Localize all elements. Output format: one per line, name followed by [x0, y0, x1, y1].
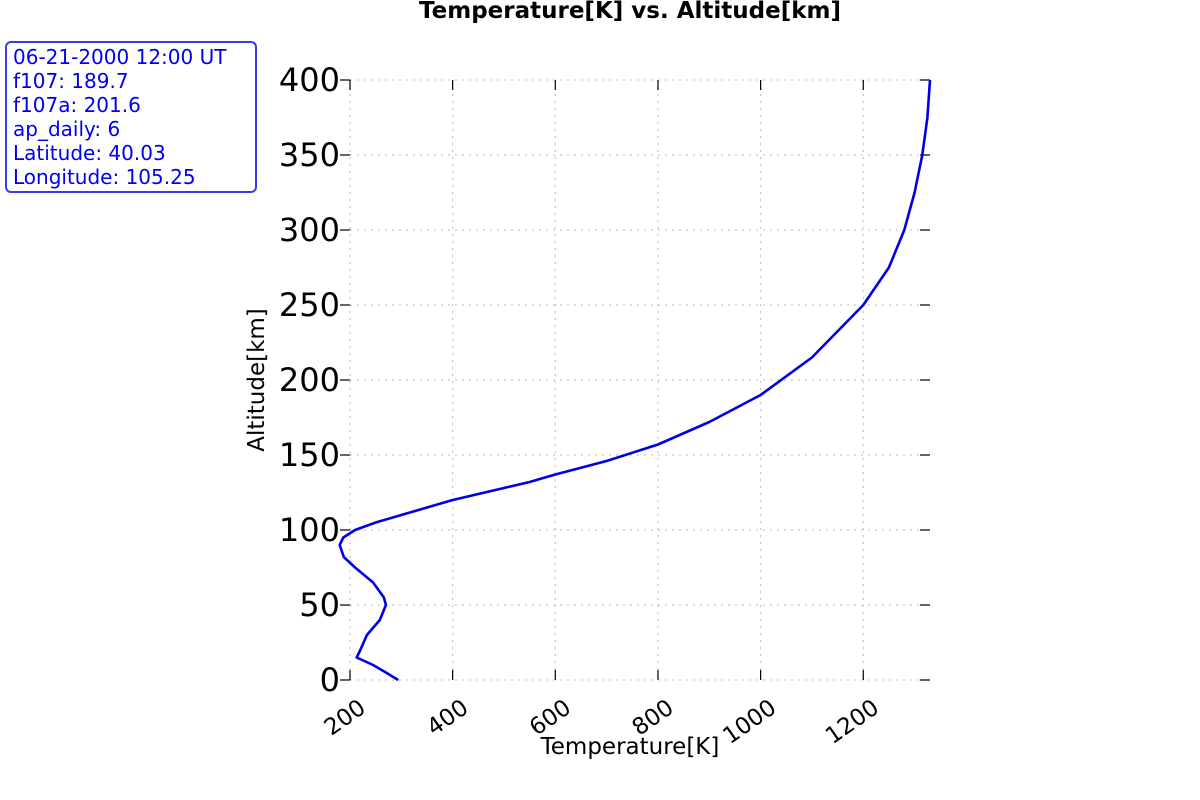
info-box: 06-21-2000 12:00 UT f107: 189.7 f107a: 2…	[5, 41, 257, 193]
y-tick-label: 50	[299, 586, 340, 624]
x-tick-label: 1200	[821, 695, 884, 750]
series-line	[338, 79, 932, 682]
info-f107: f107: 189.7	[13, 69, 129, 93]
y-axis-label: Altitude[km]	[244, 308, 270, 452]
info-date: 06-21-2000 12:00 UT	[13, 45, 227, 69]
info-f107a: f107a: 201.6	[13, 93, 141, 117]
series-layer	[338, 79, 932, 682]
y-tick-label: 200	[279, 361, 340, 399]
y-tick-label: 0	[320, 661, 340, 699]
chart-title: Temperature[K] vs. Altitude[km]	[419, 0, 841, 24]
y-tick-label: 150	[279, 436, 340, 474]
y-tick-label: 400	[279, 61, 340, 99]
info-latitude: Latitude: 40.03	[13, 141, 166, 165]
y-tick-label: 300	[279, 211, 340, 249]
y-tick-label: 100	[279, 511, 340, 549]
y-tick-label: 250	[279, 286, 340, 324]
x-tick-label: 200	[320, 695, 371, 741]
y-tick-label: 350	[279, 136, 340, 174]
ticks: 200 400 600 800 1000 120005010015020025030035…	[279, 61, 930, 750]
x-tick-label: 1000	[718, 695, 781, 750]
x-axis-label: Temperature[K]	[540, 734, 720, 760]
info-ap-daily: ap_daily: 6	[13, 117, 121, 141]
x-tick-label: 400	[422, 695, 473, 741]
info-longitude: Longitude: 105.25	[13, 165, 196, 189]
grid-lines	[349, 79, 930, 681]
